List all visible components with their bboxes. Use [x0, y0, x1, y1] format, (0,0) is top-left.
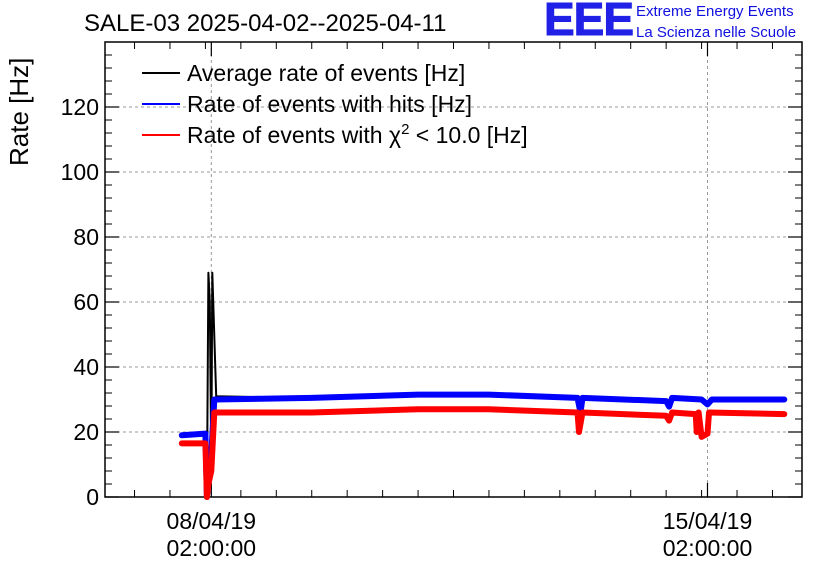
y-tick-label: 60: [73, 289, 99, 315]
x-tick-date-label: 15/04/19: [663, 508, 753, 534]
legend-superscript: 2: [401, 121, 409, 138]
series-rate-chi2: [178, 406, 788, 500]
series-lines: [178, 271, 788, 500]
x-tick-time-label: 02:00:00: [663, 535, 753, 561]
y-tick-label: 120: [61, 94, 99, 120]
legend-rate-chi2-label: Rate of events with χ2 < 10.0 [Hz]: [187, 121, 528, 148]
legend-average-rate-label: Average rate of events [Hz]: [187, 60, 465, 86]
x-tick-date-label: 08/04/19: [167, 508, 257, 534]
y-tick-label: 100: [61, 159, 99, 185]
y-tick-label: 0: [86, 484, 99, 510]
axis-ticks: 02040608010012008/04/1902:00:0015/04/190…: [61, 42, 802, 561]
eee-logo: EEE Extreme Energy Events La Scienza nel…: [543, 0, 836, 46]
y-tick-label: 40: [73, 354, 99, 380]
legend-label-rest: < 10.0 [Hz]: [409, 122, 527, 148]
y-tick-label: 20: [73, 419, 99, 445]
x-tick-time-label: 02:00:00: [167, 535, 257, 561]
legend: Average rate of events [Hz] Rate of event…: [142, 60, 528, 148]
chart-title: SALE-03 2025-04-02--2025-04-11: [84, 10, 447, 37]
logo-text-line2: La Scienza nelle Scuole: [636, 24, 797, 41]
eee-logo-mark: EEE: [543, 0, 634, 45]
logo-text-line1: Extreme Energy Events: [636, 3, 794, 20]
series-average-rate: [180, 271, 786, 498]
legend-rate-with-hits-label: Rate of events with hits [Hz]: [187, 91, 472, 117]
y-tick-label: 80: [73, 224, 99, 250]
